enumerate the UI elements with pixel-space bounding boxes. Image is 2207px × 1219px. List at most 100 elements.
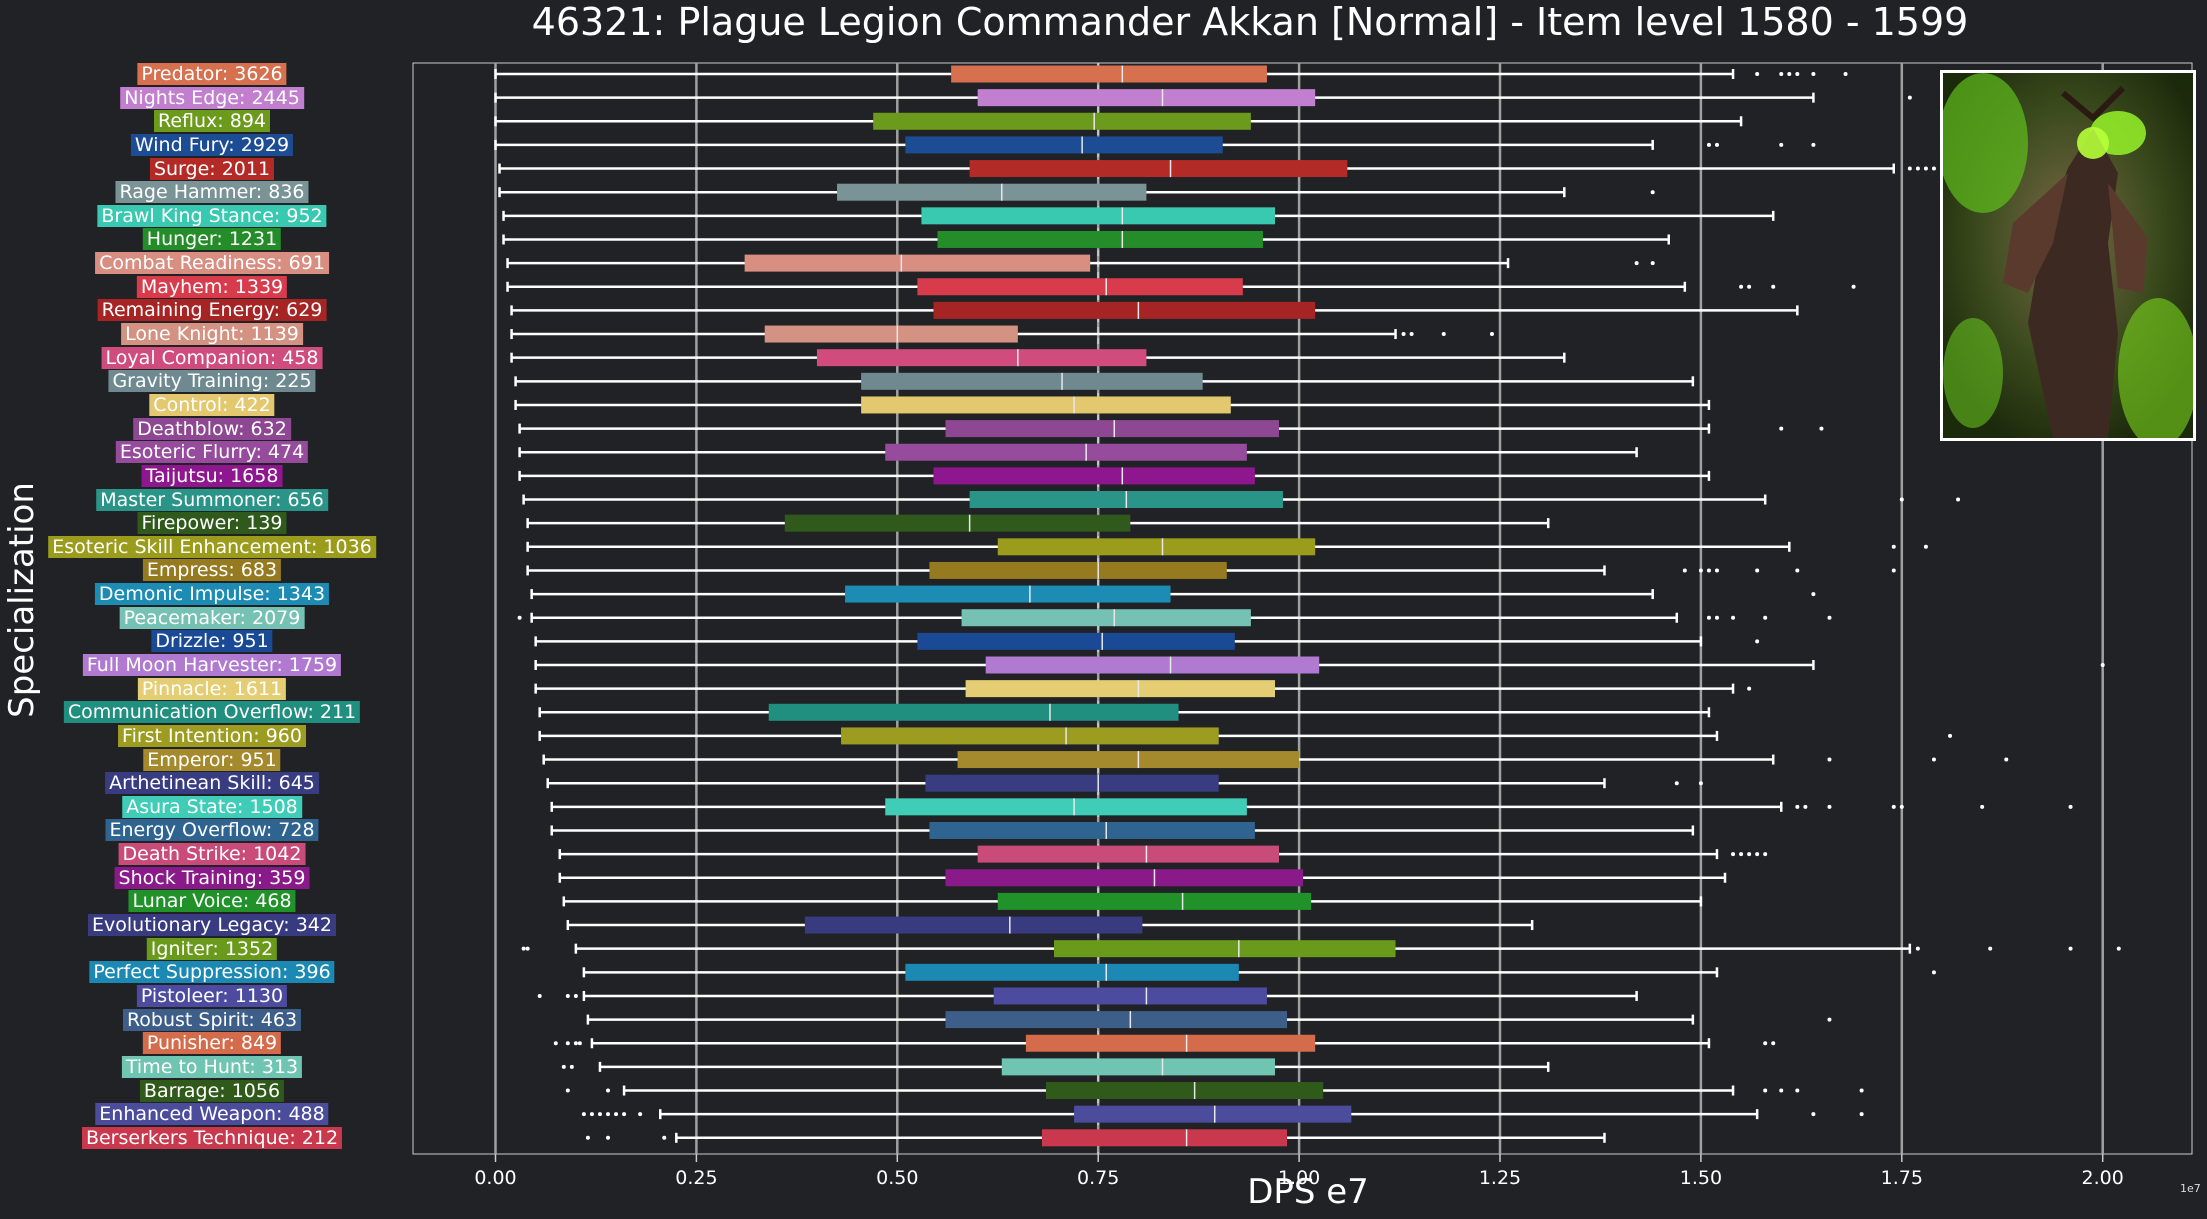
outlier-point (1747, 284, 1752, 289)
box-series (562, 892, 1703, 910)
outlier-point (1899, 804, 1904, 809)
outlier-point (1827, 1017, 1832, 1022)
iqr-box (816, 349, 1147, 367)
outlier-point (1779, 142, 1784, 147)
box-series (498, 183, 1655, 201)
box-series (494, 65, 1848, 83)
specialization-label: Pistoleer: 1130 (136, 984, 288, 1007)
outlier-point (1803, 804, 1808, 809)
iqr-box (1001, 1058, 1275, 1076)
outlier-point (1779, 1088, 1784, 1093)
outlier-point (517, 615, 522, 620)
box-series (553, 1034, 1776, 1052)
outlier-point (1401, 332, 1406, 337)
specialization-label: Full Moon Harvester: 1759 (82, 654, 342, 676)
outlier-point (1747, 852, 1752, 857)
outlier-point (1706, 142, 1711, 147)
box-series (518, 443, 1638, 461)
outlier-point (1771, 1041, 1776, 1046)
outlier-point (1682, 568, 1687, 573)
outlier-point (622, 1112, 627, 1117)
x-axis-label: DPS e7 (1247, 1172, 1369, 1212)
specialization-label: Peacemaker: 2079 (119, 606, 305, 629)
specialization-label: Gravity Training: 225 (108, 370, 316, 393)
box-series (566, 916, 1534, 934)
outlier-point (1819, 426, 1824, 431)
box-series (510, 301, 1799, 319)
iqr-box (804, 916, 1143, 934)
iqr-box (921, 207, 1275, 225)
iqr-box (885, 798, 1247, 816)
iqr-box (945, 420, 1280, 438)
specialization-label: Surge: 2011 (149, 157, 275, 180)
x-tick-label: 1.00 (1278, 1167, 1320, 1189)
box-series (586, 1011, 1832, 1029)
outlier-point (1763, 1041, 1768, 1046)
x-tick-label: 0.00 (474, 1167, 516, 1189)
iqr-box (845, 585, 1171, 603)
outlier-point (1827, 804, 1832, 809)
x-tick-label: 1.75 (1881, 1167, 1923, 1189)
specialization-label: Robust Spirit: 463 (122, 1008, 302, 1031)
outlier-point (1827, 615, 1832, 620)
iqr-box (977, 845, 1280, 863)
specialization-label: Hunger: 1231 (142, 228, 282, 251)
outlier-point (581, 1112, 586, 1117)
outlier-point (1739, 852, 1744, 857)
iqr-box (905, 136, 1223, 154)
specialization-label: Death Strike: 1042 (118, 843, 306, 866)
iqr-box (917, 278, 1243, 296)
outlier-point (1795, 1088, 1800, 1093)
specialization-label: Nights Edge: 2445 (120, 86, 304, 109)
outlier-point (638, 1112, 643, 1117)
specialization-label: Deathblow: 632 (133, 417, 291, 440)
specialization-label: Esoteric Skill Enhancement: 1036 (48, 535, 376, 558)
outlier-point (1843, 72, 1848, 76)
outlier-point (1441, 332, 1446, 337)
specialization-label: Wind Fury: 2929 (130, 133, 294, 156)
iqr-box (961, 609, 1251, 627)
outlier-point (2004, 757, 2009, 762)
outlier-point (1827, 757, 1832, 762)
outlier-point (1755, 568, 1760, 573)
iqr-box (768, 703, 1179, 721)
box-series (534, 680, 1752, 698)
box-series (518, 420, 1824, 438)
iqr-box (933, 301, 1316, 319)
outlier-point (585, 1135, 590, 1140)
outlier-point (561, 1064, 566, 1069)
outlier-point (1891, 544, 1896, 549)
outlier-point (1811, 142, 1816, 147)
box-series (526, 514, 1550, 532)
specialization-label: Lunar Voice: 468 (128, 890, 296, 913)
outlier-point (1650, 261, 1655, 266)
outlier-point (1859, 1112, 1864, 1117)
iqr-box (1041, 1129, 1288, 1147)
box-series (510, 349, 1566, 367)
outlier-point (537, 993, 542, 998)
outlier-point (1489, 332, 1494, 337)
iqr-box (993, 987, 1267, 1005)
outlier-point (1779, 426, 1784, 431)
iqr-box (929, 821, 1255, 839)
outlier-point (2100, 663, 2105, 667)
iqr-box (905, 963, 1239, 981)
specialization-label: First Intention: 960 (118, 724, 306, 747)
box-series (585, 1129, 1606, 1147)
outlier-point (1795, 72, 1800, 76)
box-series (494, 89, 1912, 107)
specialization-label: Pinnacle: 1611 (137, 677, 287, 700)
x-tick-label: 0.75 (1077, 1167, 1119, 1189)
specialization-label: Brawl King Stance: 952 (97, 204, 327, 227)
box-series (502, 230, 1671, 248)
outlier-point (1811, 592, 1816, 597)
outlier-point (1763, 615, 1768, 620)
outlier-point (525, 946, 530, 951)
iqr-box (957, 751, 1300, 769)
specialization-label: Master Summoner: 656 (96, 488, 328, 511)
outlier-point (1755, 852, 1760, 857)
outlier-point (1771, 284, 1776, 289)
box-series (565, 1082, 1864, 1100)
outlier-point (1899, 497, 1904, 502)
outlier-point (1923, 544, 1928, 549)
